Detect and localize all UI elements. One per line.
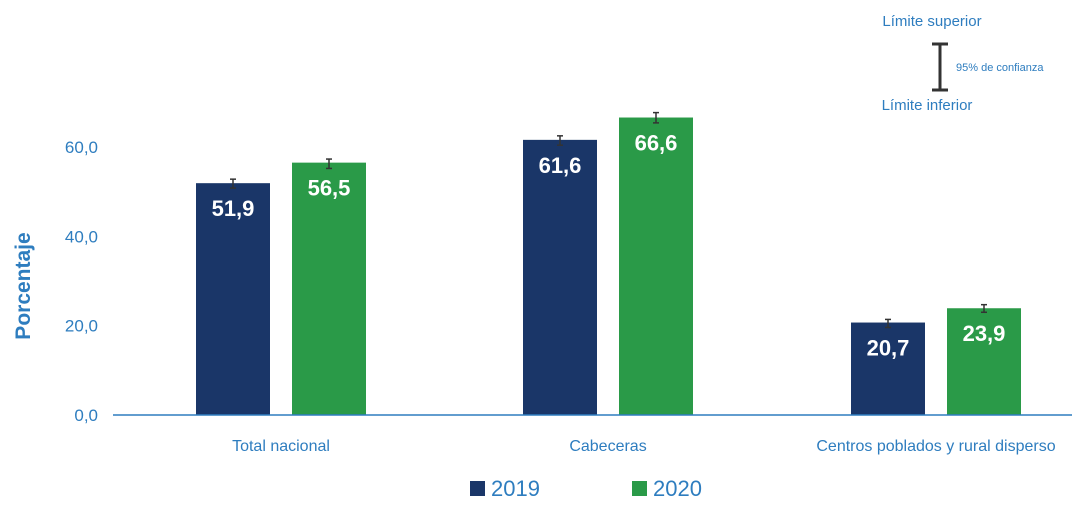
category-label: Total nacional xyxy=(232,438,330,455)
ci-upper-label: Límite superior xyxy=(882,13,981,30)
data-label: 51,9 xyxy=(212,196,255,221)
legend-label: 2020 xyxy=(653,476,702,501)
y-tick-label: 20,0 xyxy=(65,317,98,336)
bar-2019-2 xyxy=(851,322,925,415)
y-tick-label: 40,0 xyxy=(65,227,98,246)
y-tick-label: 0,0 xyxy=(74,406,98,425)
bar-2019-1 xyxy=(523,139,597,415)
ci-legend-text: 95% de confianza xyxy=(956,62,1044,74)
category-label: Centros poblados y rural disperso xyxy=(816,438,1055,455)
bar-2020-2 xyxy=(947,308,1021,415)
data-label: 61,6 xyxy=(539,153,582,178)
data-label: 23,9 xyxy=(963,321,1006,346)
bar-2020-0 xyxy=(292,162,366,415)
legend-swatch-2020 xyxy=(632,481,647,496)
legend-label: 2019 xyxy=(491,476,540,501)
y-tick-label: 60,0 xyxy=(65,138,98,157)
bar-2020-1 xyxy=(619,117,693,416)
category-label: Cabeceras xyxy=(569,438,646,455)
data-label: 56,5 xyxy=(308,176,351,201)
legend-swatch-2019 xyxy=(470,481,485,496)
data-label: 66,6 xyxy=(635,131,678,156)
y-axis-label: Porcentaje xyxy=(12,232,35,339)
ci-lower-label: Límite inferior xyxy=(882,97,973,114)
bar-2019-0 xyxy=(196,183,270,415)
data-label: 20,7 xyxy=(867,336,910,361)
